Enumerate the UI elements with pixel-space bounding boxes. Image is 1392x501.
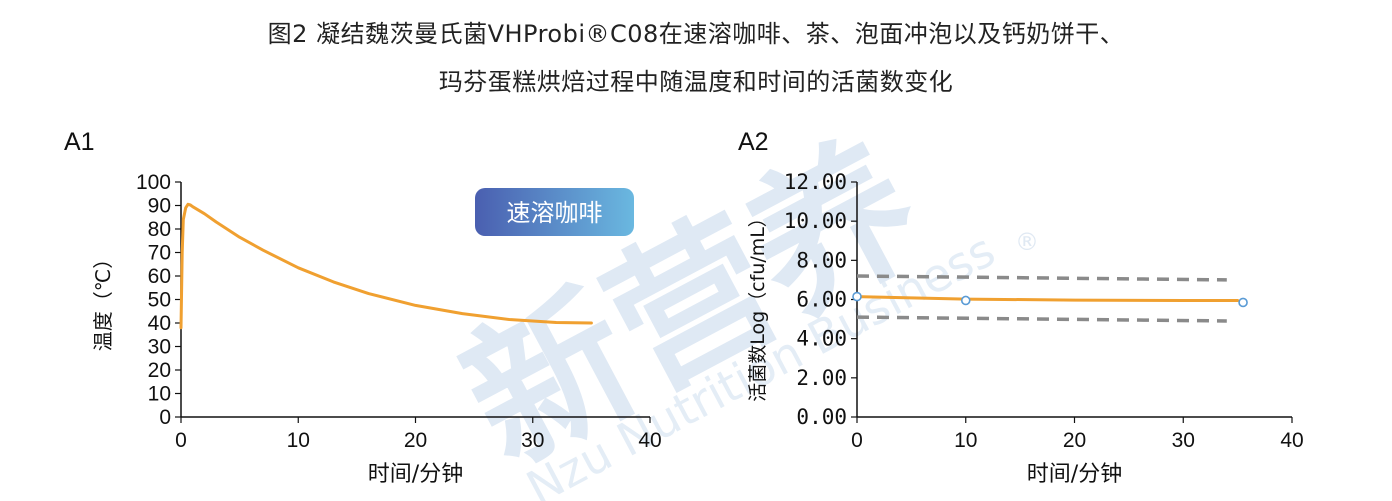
x-axis-label: 时间/分钟	[368, 462, 463, 487]
y-tick-label: 4.00	[796, 327, 847, 351]
y-tick-label: 12.00	[784, 170, 847, 194]
y-tick-label: 20	[148, 359, 171, 382]
x-tick-label: 20	[404, 429, 427, 452]
y-tick-label: 8.00	[796, 248, 847, 272]
x-tick-label: 10	[954, 429, 977, 452]
watermark-registered-mark: ®	[1015, 228, 1039, 256]
y-tick-label: 10.00	[784, 209, 847, 233]
panel-label-a2: A2	[738, 128, 769, 156]
y-tick-label: 0.00	[796, 405, 847, 429]
x-tick-label: 30	[521, 429, 544, 452]
y-tick-label: 100	[136, 171, 171, 194]
badge-label: 速溶咖啡	[507, 199, 603, 227]
y-tick-label: 40	[148, 312, 171, 335]
y-tick-label: 2.00	[796, 366, 847, 390]
y-tick-label: 6.00	[796, 288, 847, 312]
x-tick-label: 30	[1172, 429, 1195, 452]
figure-title-line-2: 玛芬蛋糕烘焙过程中随温度和时间的活菌数变化	[438, 68, 954, 96]
y-tick-label: 70	[148, 242, 171, 265]
chart-a2: 0.00 2.00 4.00 6.00 8.00 10.00 12.00 0 10 20 30 40 时…	[747, 170, 1304, 487]
viable-count-trend-line	[855, 295, 1240, 302]
y-tick-label: 80	[148, 218, 171, 241]
x-tick-label: 0	[851, 429, 863, 452]
data-point	[852, 291, 862, 302]
y-axis-label: 温度（℃）	[91, 249, 115, 351]
y-tick-label: 30	[148, 336, 171, 359]
y-axis-label: 活菌数Log（cfu/mL）	[747, 208, 769, 402]
y-tick-label: 10	[148, 383, 171, 406]
data-point	[1238, 297, 1248, 308]
x-tick-label: 20	[1063, 429, 1086, 452]
x-axis-label: 时间/分钟	[1027, 462, 1122, 487]
figure-title-line-1: 图2 凝结魏茨曼氏菌VHProbi®C08在速溶咖啡、茶、泡面冲泡以及钙奶饼干、	[267, 20, 1125, 48]
panel-label-a1: A1	[64, 128, 95, 156]
upper-bound-dashed-line	[856, 274, 1227, 282]
y-tick-label: 90	[148, 195, 171, 218]
x-tick-label: 10	[287, 429, 310, 452]
y-tick-label: 60	[148, 265, 171, 288]
badge-background	[475, 188, 634, 236]
y-tick-label: 50	[148, 289, 171, 312]
temperature-series-line	[179, 202, 593, 330]
lower-bound-dashed-line	[856, 315, 1227, 323]
y-tick-label: 0	[159, 406, 171, 429]
x-tick-label: 0	[175, 429, 187, 452]
badge: 速溶咖啡	[475, 188, 634, 236]
data-point	[960, 295, 971, 306]
x-tick-label: 40	[638, 429, 661, 452]
x-tick-label: 40	[1280, 429, 1303, 452]
